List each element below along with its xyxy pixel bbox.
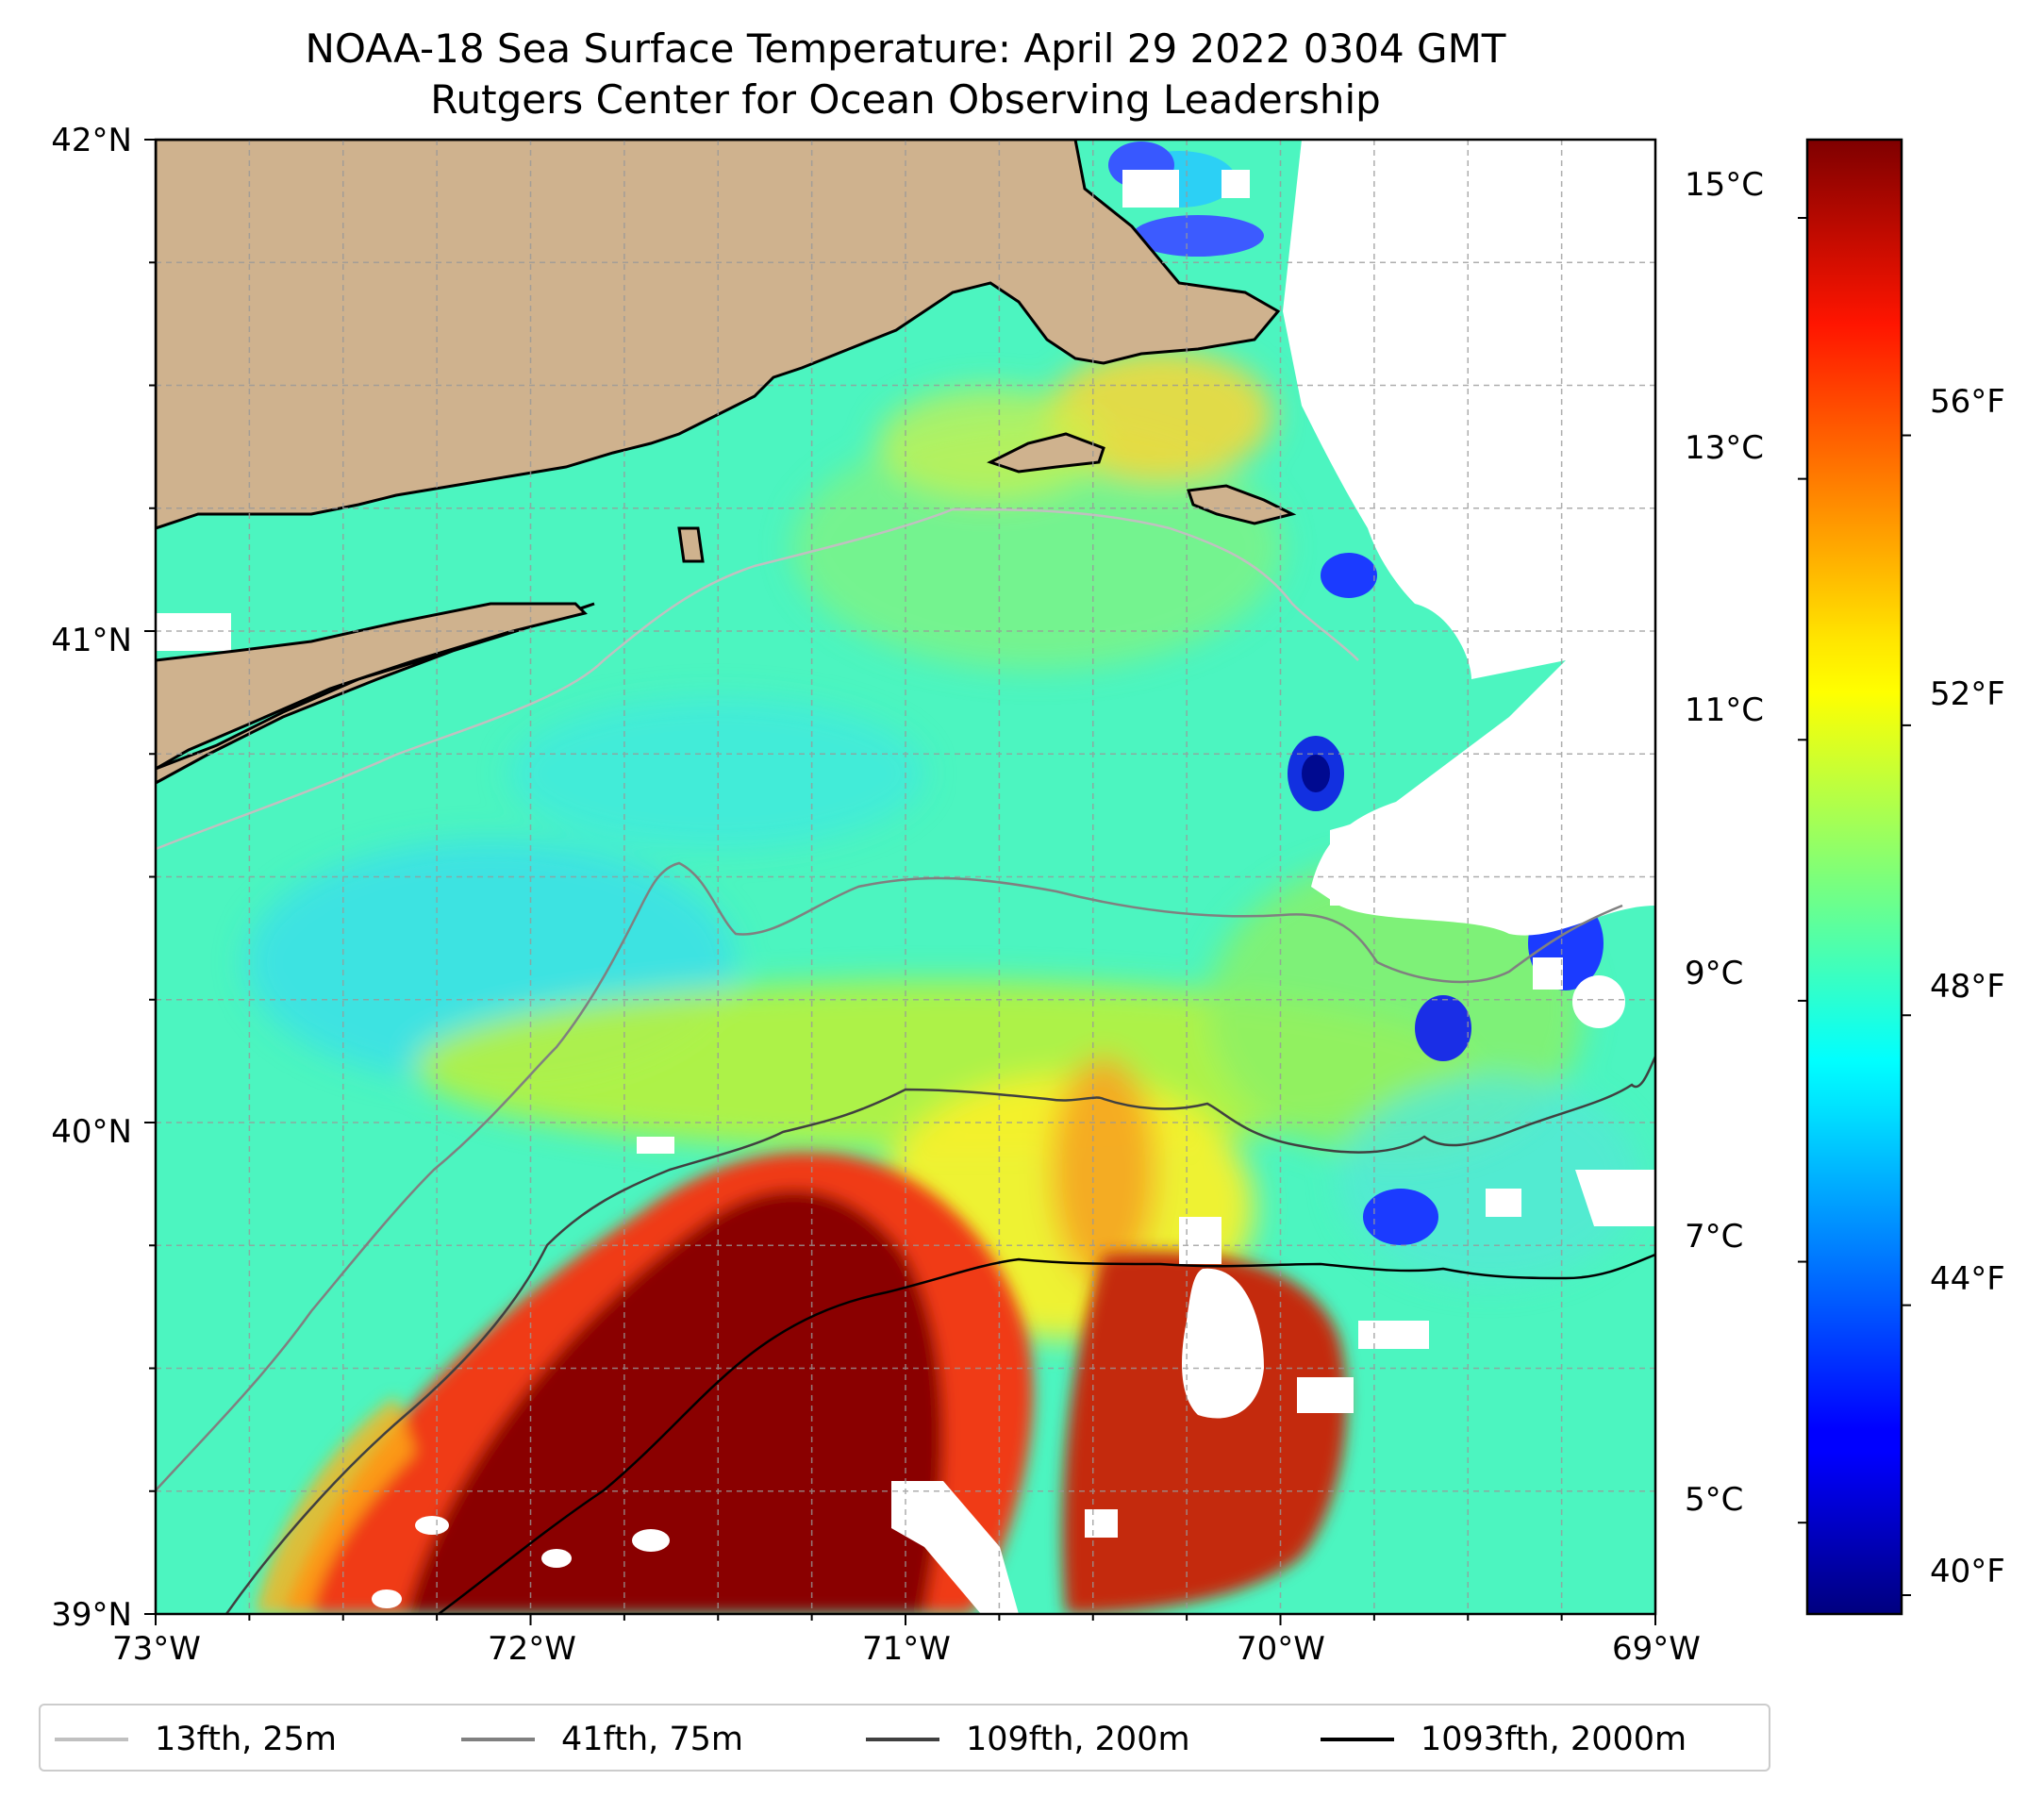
- legend-label: 109fth, 200m: [966, 1721, 1190, 1758]
- chart-subtitle: Rutgers Center for Ocean Observing Leade…: [430, 76, 1381, 123]
- lon-label: 71°W: [862, 1630, 951, 1668]
- lon-label: 69°W: [1612, 1630, 1701, 1668]
- lon-label: 72°W: [488, 1630, 576, 1668]
- legend-swatch: [1321, 1738, 1394, 1741]
- colorbar-fahrenheit-label: 40°F: [1930, 1553, 2005, 1590]
- legend-item-2000m: 1093fth, 2000m: [1321, 1717, 1687, 1762]
- axis-ticks: [144, 139, 1656, 1625]
- lon-label: 70°W: [1237, 1630, 1325, 1668]
- colorbar-celsius-label: 5°C: [1685, 1481, 1744, 1519]
- colorbar-fahrenheit-label: 56°F: [1930, 383, 2005, 421]
- legend-item-25m: 13fth, 25m: [55, 1717, 337, 1762]
- legend-label: 41fth, 75m: [561, 1721, 744, 1758]
- colorbar-fahrenheit-label: 52°F: [1930, 675, 2005, 713]
- contour-25m: [156, 507, 1359, 851]
- legend-swatch: [866, 1738, 939, 1741]
- legend-swatch: [55, 1738, 128, 1741]
- lon-label: 73°W: [112, 1630, 201, 1668]
- legend-label: 13fth, 25m: [155, 1721, 338, 1758]
- chart-title: NOAA-18 Sea Surface Temperature: April 2…: [305, 25, 1506, 72]
- gridlines: [156, 140, 1655, 1614]
- sst-map: [144, 138, 1911, 1625]
- legend-item-75m: 41fth, 75m: [461, 1717, 743, 1762]
- colorbar-celsius-label: 15°C: [1685, 166, 1765, 204]
- contour-legend: 13fth, 25m 41fth, 75m 109fth, 200m 1093f…: [39, 1704, 1770, 1772]
- contour-75m: [156, 861, 1623, 1491]
- colorbar: [1805, 138, 1903, 1616]
- lat-label: 39°N: [51, 1596, 132, 1634]
- sst-anomaly-patches: [245, 349, 1641, 1339]
- colorbar-celsius-label: 11°C: [1685, 691, 1765, 729]
- contour-2000m: [438, 1253, 1655, 1614]
- legend-item-200m: 109fth, 200m: [866, 1717, 1190, 1762]
- colorbar-celsius-label: 9°C: [1685, 955, 1744, 992]
- legend-label: 1093fth, 2000m: [1421, 1721, 1687, 1758]
- map-panel: [156, 140, 1655, 1614]
- colorbar-fahrenheit-label: 44°F: [1930, 1260, 2005, 1298]
- colorbar-fahrenheit-label: 48°F: [1930, 968, 2005, 1006]
- colorbar-celsius-label: 7°C: [1685, 1218, 1744, 1256]
- legend-swatch: [461, 1738, 535, 1741]
- lat-label: 41°N: [51, 622, 132, 659]
- warm-water-mass: [255, 1152, 1347, 1614]
- colorbar-celsius-label: 13°C: [1685, 429, 1765, 467]
- lat-label: 42°N: [51, 122, 132, 159]
- colorbar-ticks: [1798, 216, 1911, 1597]
- contour-200m: [224, 1056, 1655, 1614]
- bathymetry-contours: [156, 507, 1655, 1614]
- lat-label: 40°N: [51, 1113, 132, 1151]
